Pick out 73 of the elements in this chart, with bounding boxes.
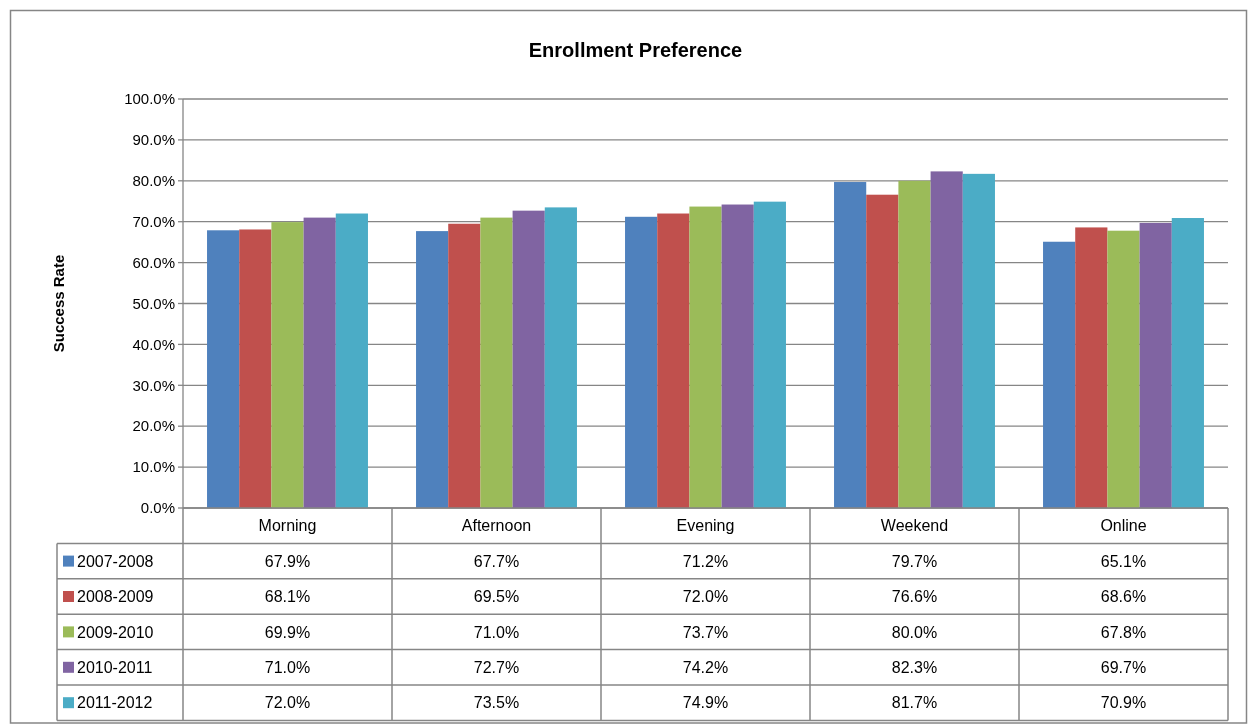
- chart-title: Enrollment Preference: [528, 39, 743, 61]
- y-tick-label: 90.0%: [132, 131, 175, 149]
- bar: [239, 229, 272, 508]
- bar: [544, 207, 577, 508]
- data-label: 69.7%: [1100, 658, 1147, 676]
- bar: [512, 210, 545, 508]
- bar: [303, 217, 336, 508]
- data-label: 72.0%: [264, 694, 311, 712]
- bar: [834, 182, 867, 508]
- x-tick-label: Weekend: [880, 517, 949, 535]
- bar: [753, 201, 786, 508]
- bar: [271, 222, 304, 508]
- data-label: 70.9%: [1100, 694, 1147, 712]
- y-tick-label: 60.0%: [132, 253, 175, 271]
- y-axis-title: Success Rate: [50, 254, 67, 353]
- data-label: 80.0%: [891, 623, 938, 641]
- y-tick-label: 30.0%: [132, 376, 175, 394]
- y-tick-label: 100.0%: [124, 90, 175, 108]
- data-label: 74.2%: [682, 658, 729, 676]
- bar: [1171, 218, 1204, 508]
- data-label: 69.5%: [473, 588, 520, 606]
- data-label: 82.3%: [891, 658, 938, 676]
- data-label: 73.7%: [682, 623, 729, 641]
- legend-label: 2011-2012: [77, 694, 153, 712]
- data-label: 73.5%: [473, 694, 520, 712]
- bar: [207, 230, 240, 508]
- data-label: 72.7%: [473, 658, 520, 676]
- bar: [962, 173, 995, 508]
- data-label: 72.0%: [682, 588, 729, 606]
- legend-label: 2008-2009: [77, 588, 154, 606]
- bar: [335, 213, 368, 508]
- y-tick-label: 50.0%: [132, 294, 175, 312]
- x-tick-label: Morning: [258, 517, 317, 535]
- y-tick-label: 10.0%: [132, 458, 175, 476]
- x-tick-label: Online: [1100, 517, 1147, 535]
- data-label: 74.9%: [682, 694, 729, 712]
- bar: [930, 171, 963, 508]
- data-label: 68.6%: [1100, 588, 1147, 606]
- y-tick-label: 20.0%: [132, 417, 175, 435]
- y-tick-label: 70.0%: [132, 212, 175, 230]
- legend-label: 2010-2011: [77, 658, 153, 676]
- data-label: 67.9%: [264, 552, 311, 570]
- legend-label: 2007-2008: [77, 552, 154, 570]
- data-label: 79.7%: [891, 552, 938, 570]
- bar: [721, 204, 754, 508]
- data-label: 69.9%: [264, 623, 311, 641]
- data-label: 76.6%: [891, 588, 938, 606]
- y-tick-label: 0.0%: [140, 499, 175, 517]
- y-tick-label: 80.0%: [132, 172, 175, 190]
- legend-label: 2009-2010: [77, 623, 154, 641]
- bar: [866, 194, 899, 508]
- data-label: 65.1%: [1100, 552, 1147, 570]
- bar: [1043, 241, 1076, 508]
- bar: [448, 223, 481, 508]
- bar: [625, 216, 658, 508]
- bar: [1075, 227, 1108, 508]
- data-label: 71.0%: [264, 658, 311, 676]
- data-label: 71.0%: [473, 623, 520, 641]
- x-tick-label: Afternoon: [461, 517, 532, 535]
- data-label: 68.1%: [264, 588, 311, 606]
- data-label: 81.7%: [891, 694, 938, 712]
- bar: [480, 217, 513, 508]
- bar: [657, 213, 690, 508]
- bar: [898, 180, 931, 508]
- bar: [689, 206, 722, 508]
- y-tick-label: 40.0%: [132, 335, 175, 353]
- data-label: 71.2%: [682, 552, 729, 570]
- data-label: 67.7%: [473, 552, 520, 570]
- bar: [1107, 230, 1140, 508]
- data-label: 67.8%: [1100, 623, 1147, 641]
- bar: [1139, 222, 1172, 508]
- x-tick-label: Evening: [676, 517, 735, 535]
- bar: [416, 231, 449, 508]
